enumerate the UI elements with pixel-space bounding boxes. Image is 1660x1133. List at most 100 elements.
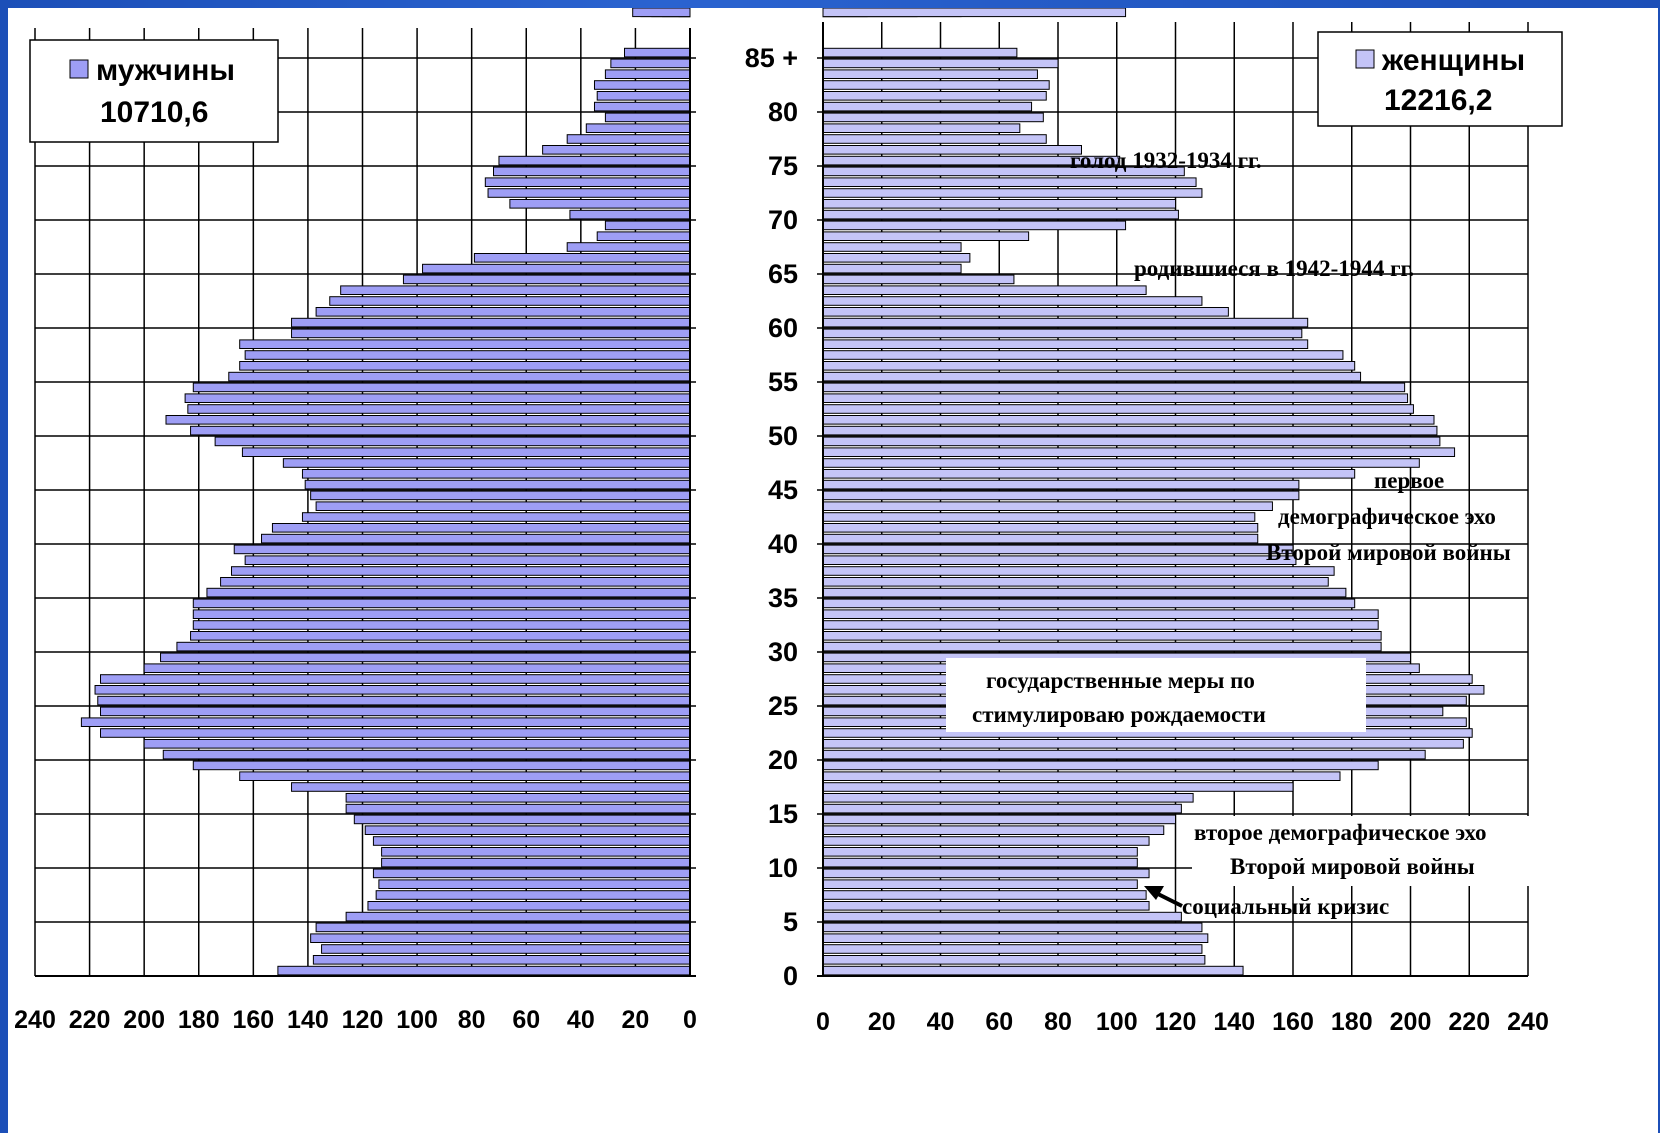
women-bar-age-45 bbox=[822, 479, 1300, 490]
women-bar-age-66 bbox=[822, 253, 971, 263]
men-bar-age-8 bbox=[378, 879, 691, 890]
men-bar-age-22 bbox=[100, 728, 691, 738]
men-bar-age-16 bbox=[345, 793, 691, 803]
age-tick-label: 0 bbox=[783, 961, 798, 991]
men-bar-age-1 bbox=[312, 955, 691, 965]
women-bar-age-77 bbox=[822, 134, 1047, 144]
men-bar-age-54 bbox=[192, 382, 691, 393]
women-bar-age-50 bbox=[822, 425, 1438, 436]
men-bar-age-3 bbox=[310, 933, 691, 944]
women-bar-age-43 bbox=[822, 501, 1273, 511]
women-bar-age-39 bbox=[822, 544, 1294, 555]
women-bars bbox=[822, 8, 1485, 976]
women-bar-age-65 bbox=[822, 263, 962, 274]
women-bar-age-13 bbox=[822, 825, 1165, 836]
men-bar-age-68 bbox=[596, 231, 691, 241]
men-bar-age-7 bbox=[375, 890, 691, 900]
men-bar-age-2 bbox=[321, 944, 691, 954]
legend-women-swatch bbox=[1355, 49, 1375, 69]
women-bar-age-41 bbox=[822, 523, 1259, 533]
men-bar-age-52 bbox=[187, 404, 691, 414]
men-bar-age-77 bbox=[566, 134, 691, 144]
men-bar-age-59 bbox=[291, 328, 691, 339]
men-bar-age-9 bbox=[372, 868, 691, 879]
men-bar-age-26 bbox=[94, 685, 691, 695]
women-x-tick-label: 180 bbox=[1331, 1008, 1373, 1036]
legend-men-total: 10710,6 bbox=[100, 96, 208, 129]
annotation-echo1-line2: демографическое эхо bbox=[1278, 504, 1496, 529]
age-tick-label: 30 bbox=[768, 637, 798, 667]
age-tick-label: 20 bbox=[768, 745, 798, 775]
age-tick-label: 5 bbox=[783, 907, 798, 937]
women-bar-age-17 bbox=[822, 782, 1294, 792]
men-bar-age-64 bbox=[402, 274, 691, 285]
men-bar-age-51 bbox=[165, 415, 691, 425]
women-bar-age-38 bbox=[822, 555, 1297, 566]
men-bar-age-30 bbox=[176, 641, 691, 652]
men-bar-age-40 bbox=[261, 533, 691, 544]
women-bar-age-21 bbox=[822, 739, 1464, 749]
women-bar-age-20 bbox=[822, 749, 1426, 760]
men-bar-age-78 bbox=[585, 123, 691, 134]
men-bar-age-23 bbox=[80, 717, 691, 728]
women-bar-age-34 bbox=[822, 598, 1356, 609]
men-bar-age-79 bbox=[604, 112, 691, 123]
men-bar-age-65 bbox=[422, 263, 691, 274]
women-bar-age-85 bbox=[822, 47, 1018, 58]
annotation-crisis: социальный кризис bbox=[1182, 894, 1389, 919]
men-bar-age-36 bbox=[220, 577, 691, 587]
men-bar-age-42 bbox=[301, 512, 691, 522]
annotation-state-line2: стимулироваю рождаемости bbox=[972, 702, 1266, 727]
men-x-tick-label: 160 bbox=[232, 1006, 274, 1034]
women-bar-age-72 bbox=[822, 188, 1203, 198]
men-bar-age-6 bbox=[367, 901, 691, 911]
annotation-echo1-line1: первое bbox=[1374, 468, 1444, 493]
age-tick-label: 70 bbox=[768, 205, 798, 235]
men-bar-age-39 bbox=[233, 544, 691, 555]
men-bar-age-83 bbox=[604, 69, 691, 80]
annotation-echo1-line3: Второй мировой войны bbox=[1266, 540, 1511, 565]
women-bar-age-36 bbox=[822, 577, 1329, 587]
age-tick-label: 40 bbox=[768, 529, 798, 559]
men-bar-age-71 bbox=[509, 199, 691, 209]
men-bar-age-43 bbox=[315, 501, 691, 511]
men-bar-age-73 bbox=[484, 177, 691, 187]
women-bar-age-42 bbox=[822, 512, 1256, 522]
men-bar-age-69 bbox=[604, 220, 691, 231]
women-bar-age-5 bbox=[822, 911, 1182, 922]
men-bar-age-53 bbox=[184, 393, 691, 403]
men-x-tick-label: 180 bbox=[178, 1006, 220, 1034]
women-bar-age-82 bbox=[822, 80, 1050, 90]
men-bar-age-14 bbox=[353, 814, 691, 825]
population-pyramid-chart: 240 220 200 180 160 140 120 100 80 60 40 20 0 0 20 40 6… bbox=[14, 8, 1563, 1036]
men-bar-age-44 bbox=[310, 490, 691, 501]
men-bar-age-38 bbox=[244, 555, 691, 566]
women-bar-age-64 bbox=[822, 274, 1015, 285]
women-bar-age-53 bbox=[822, 393, 1409, 403]
men-bar-age-29 bbox=[160, 652, 691, 663]
women-x-tick-label: 220 bbox=[1448, 1008, 1490, 1036]
women-bar-age-48 bbox=[822, 447, 1456, 457]
women-x-tick-label: 80 bbox=[1044, 1008, 1072, 1036]
women-bar-age-63 bbox=[822, 285, 1147, 295]
men-bar-age-49 bbox=[214, 436, 691, 447]
men-bar-age-20 bbox=[162, 749, 691, 760]
men-bar-age-27 bbox=[100, 674, 691, 684]
women-bar-age-83 bbox=[822, 69, 1038, 80]
women-bar-age-7 bbox=[822, 890, 1147, 900]
women-bar-age-9 bbox=[822, 868, 1150, 879]
age-tick-label: 35 bbox=[768, 583, 798, 613]
men-bar-age-57 bbox=[244, 350, 691, 360]
women-x-tick-label: 100 bbox=[1096, 1008, 1138, 1036]
men-x-tick-label: 40 bbox=[567, 1006, 595, 1034]
men-bar-age-25 bbox=[97, 695, 691, 706]
men-bar-age-31 bbox=[190, 631, 691, 641]
men-bar-age-34 bbox=[192, 598, 691, 609]
men-bar-age-24 bbox=[100, 706, 691, 717]
women-bar-age-33 bbox=[822, 609, 1379, 620]
men-bar-age-0 bbox=[277, 965, 691, 976]
women-x-tick-label: 0 bbox=[816, 1008, 830, 1036]
women-bar-age-80 bbox=[822, 101, 1033, 112]
women-x-tick-label: 40 bbox=[927, 1008, 955, 1036]
men-x-tick-label: 20 bbox=[622, 1006, 650, 1034]
